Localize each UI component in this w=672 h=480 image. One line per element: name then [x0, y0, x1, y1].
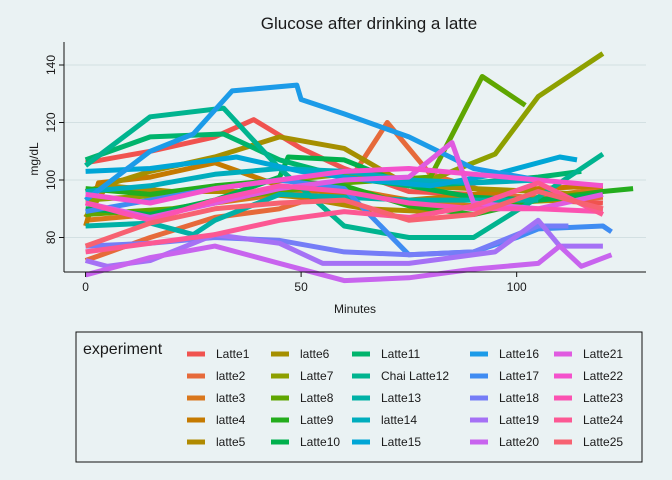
legend-label-13: Latte13 — [381, 391, 421, 405]
x-tick-label-0: 0 — [82, 280, 89, 294]
legend-label-23: Latte23 — [583, 391, 623, 405]
x-axis-label: Minutes — [334, 302, 376, 316]
legend-label-20: Latte20 — [499, 435, 539, 449]
legend-label-19: Latte19 — [499, 413, 539, 427]
legend-label-25: Latte25 — [583, 435, 623, 449]
x-tick-label-1: 50 — [294, 280, 308, 294]
series-line-20 — [84, 243, 613, 284]
legend-label-22: Latte22 — [583, 369, 623, 383]
legend-label-17: Latte17 — [499, 369, 539, 383]
legend-label-21: Latte21 — [583, 347, 623, 361]
series-lines — [83, 51, 634, 284]
legend-label-18: Latte18 — [499, 391, 539, 405]
legend-label-4: latte4 — [216, 413, 246, 427]
legend-label-8: Latte8 — [300, 391, 334, 405]
legend-label-1: Latte1 — [216, 347, 250, 361]
y-tick-label-2: 120 — [44, 112, 58, 132]
legend-label-10: Latte10 — [300, 435, 340, 449]
series-line-22 — [85, 166, 604, 206]
y-axis-label: mg/dL — [27, 142, 41, 176]
x-tick-label-2: 100 — [507, 280, 527, 294]
legend-label-3: latte3 — [216, 391, 246, 405]
legend-title: experiment — [83, 341, 163, 358]
legend-label-9: Latte9 — [300, 413, 334, 427]
legend-label-15: Latte15 — [381, 435, 421, 449]
legend-entries: Latte1 latte2 latte3 latte4 latte5 latte6 Latt… — [187, 347, 623, 449]
legend-label-2: latte2 — [216, 369, 246, 383]
legend-label-5: latte5 — [216, 435, 246, 449]
axes: 80 100 120 140 0 50 100 — [44, 42, 646, 294]
legend-label-14: latte14 — [381, 413, 417, 427]
legend-label-16: Latte16 — [499, 347, 539, 361]
legend-label-12: Chai Latte12 — [381, 369, 449, 383]
y-tick-label-0: 80 — [44, 231, 58, 245]
y-tick-label-3: 140 — [44, 55, 58, 75]
legend-label-11: Latte11 — [381, 347, 420, 361]
series-line-24 — [85, 180, 604, 255]
legend-label-7: Latte7 — [300, 369, 334, 383]
y-tick-label-1: 100 — [44, 170, 58, 190]
legend-label-6: latte6 — [300, 347, 330, 361]
series-line-25 — [84, 189, 604, 249]
legend-label-24: Latte24 — [583, 413, 623, 427]
series-line-13 — [85, 191, 539, 238]
series-line-23 — [84, 183, 604, 223]
chart-title: Glucose after drinking a latte — [261, 14, 477, 33]
